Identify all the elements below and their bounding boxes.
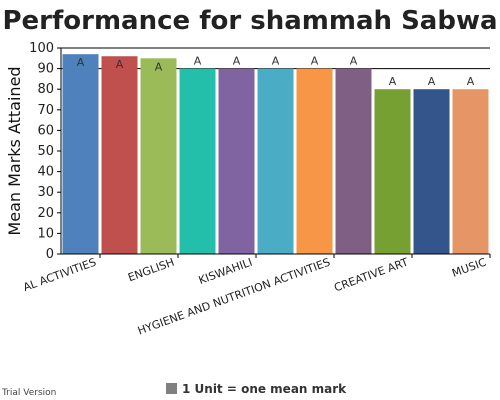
bar-data-label: A — [350, 55, 358, 68]
bar-data-label: A — [428, 75, 436, 88]
x-category-label: MUSIC — [450, 255, 488, 279]
y-axis-label: Mean Marks Attained — [5, 66, 24, 235]
y-tick-label: 100 — [29, 41, 54, 56]
bar-data-label: A — [77, 56, 85, 69]
x-category-label: ENGLISH — [126, 256, 176, 285]
x-category-label: KISWAHILI — [197, 256, 254, 287]
bar-data-label: A — [467, 75, 475, 88]
y-tick-label: 50 — [37, 144, 54, 159]
y-tick-label: 0 — [46, 247, 54, 262]
x-category-label: AL ACTIVITIES — [21, 256, 98, 294]
legend-swatch — [166, 383, 177, 394]
bar-data-label: A — [233, 55, 241, 68]
bar — [62, 54, 99, 255]
bar — [179, 68, 216, 254]
legend: 1 Unit = one mean mark — [166, 382, 347, 396]
y-tick-label: 40 — [37, 165, 54, 180]
bar-data-label: A — [389, 75, 397, 88]
bar — [140, 58, 177, 254]
y-tick-label: 70 — [37, 103, 54, 118]
y-tick-label: 90 — [37, 62, 54, 77]
watermark-text: Trial Version — [1, 388, 56, 398]
bar — [257, 68, 294, 254]
y-tick-label: 60 — [37, 123, 54, 138]
y-tick-label: 20 — [37, 206, 54, 221]
bar — [452, 89, 489, 254]
y-tick-label: 10 — [37, 226, 54, 241]
bar — [335, 68, 372, 254]
bar — [413, 89, 450, 254]
y-tick-label: 30 — [37, 185, 54, 200]
bars-group — [62, 54, 489, 255]
chart-title: Performance for shammah Sabwa — [2, 6, 497, 36]
bar-data-label: A — [116, 58, 124, 71]
y-tick-labels: 0 10 20 30 40 50 60 70 80 90 100 — [29, 41, 61, 262]
x-category-label: CREATIVE ART — [332, 256, 410, 295]
y-tick-label: 80 — [37, 82, 54, 97]
bar — [101, 56, 138, 254]
bar — [374, 89, 411, 254]
legend-text: 1 Unit = one mean mark — [182, 382, 347, 396]
bar — [296, 68, 333, 254]
bar-data-label: A — [194, 55, 202, 68]
bar-data-label: A — [155, 60, 163, 73]
bar-labels-group: A A A A A A A A A A A — [77, 55, 475, 89]
bar — [218, 68, 255, 254]
bar-data-label: A — [272, 55, 280, 68]
bar-data-label: A — [311, 55, 319, 68]
